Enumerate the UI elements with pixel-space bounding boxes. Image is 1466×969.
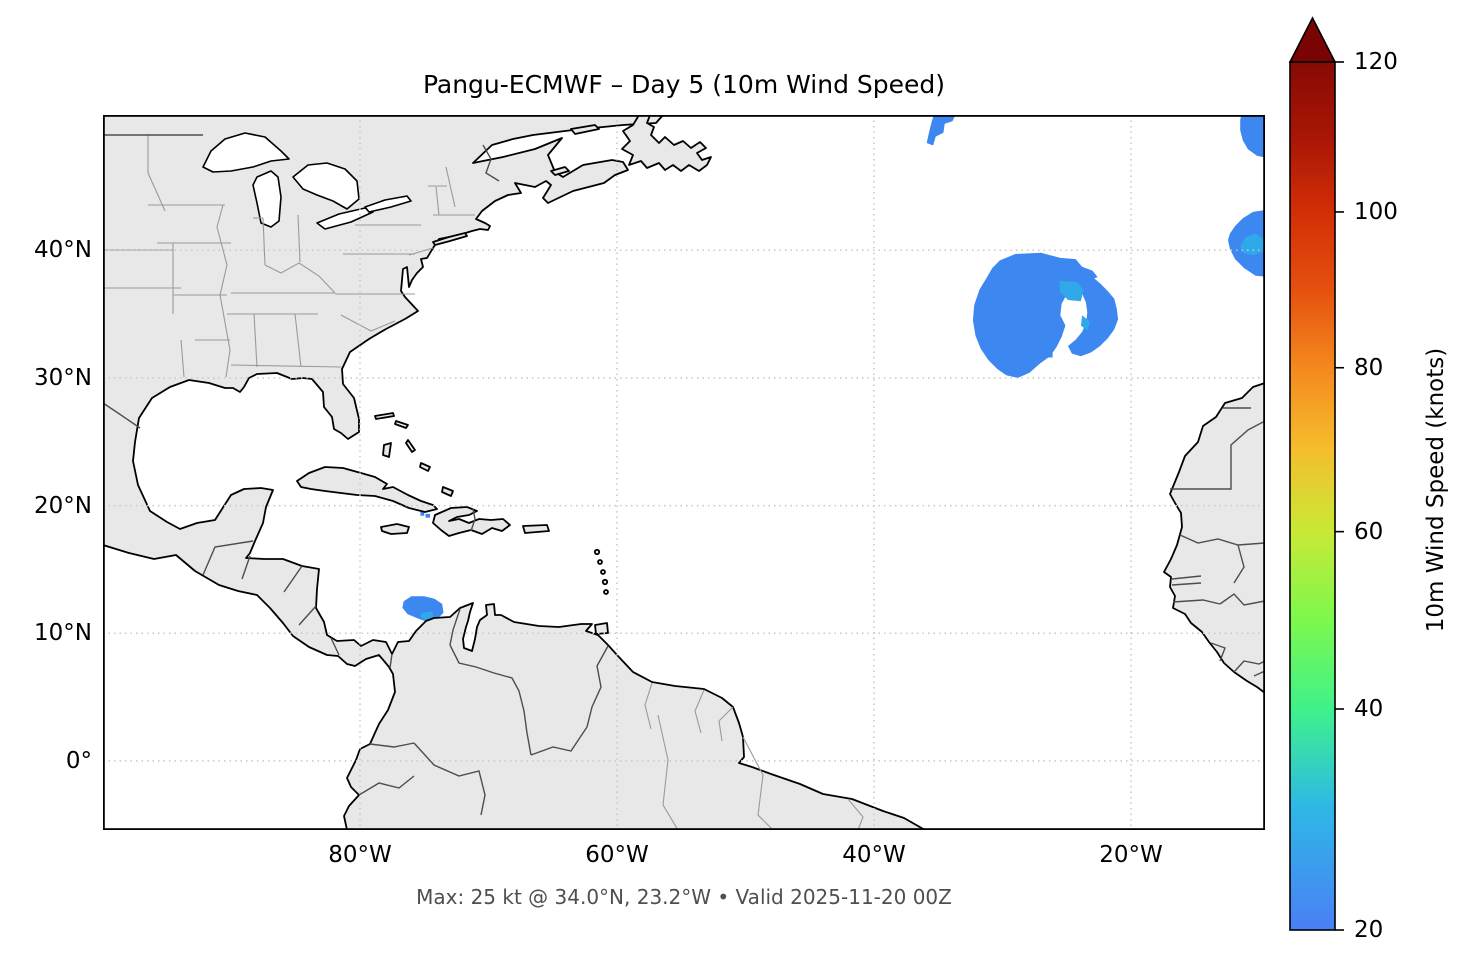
y-tick-label: 40°N (34, 237, 92, 264)
bahamas-island (374, 412, 395, 420)
y-tick-label: 20°N (34, 492, 92, 519)
colorbar-tick-label: 60 (1354, 518, 1384, 545)
lesser-antilles-island (597, 559, 603, 565)
land-layer (103, 115, 1265, 830)
lake-ontario (364, 195, 412, 213)
americas-landmass (103, 115, 926, 830)
bahamas-island (382, 442, 392, 458)
hispaniola-island (432, 506, 511, 537)
y-tick-label: 30°N (34, 364, 92, 391)
y-tick-label: 0° (65, 747, 92, 774)
lake-huron (292, 162, 360, 210)
map-axes (103, 115, 1265, 830)
colorbar (1288, 16, 1344, 931)
x-tick-label: 60°W (585, 842, 649, 868)
lake-superior (202, 132, 290, 173)
lake-erie (316, 207, 374, 230)
y-tick-label: 10°N (34, 620, 92, 647)
wind-patch-hispaniola-pixel-2 (425, 513, 430, 518)
lake-michigan (252, 170, 282, 228)
lesser-antilles-island (600, 569, 606, 575)
colorbar-tick-label: 80 (1354, 354, 1384, 381)
colorbar-tick-label: 20 (1354, 917, 1384, 943)
wind-patch-iberia-coast-core (1240, 233, 1264, 256)
bahamas-island (394, 420, 409, 429)
wind-patch-central-atlantic-patch-arm (1068, 271, 1119, 357)
state-borders (103, 135, 864, 830)
long-island (432, 232, 468, 246)
bahamas-island (405, 439, 416, 453)
x-tick-label: 80°W (328, 842, 392, 868)
trinidad-island (594, 622, 609, 635)
map-canvas (103, 115, 1265, 830)
axes-frame (103, 115, 1265, 830)
figure-caption: Max: 25 kt @ 34.0°N, 23.2°W • Valid 2025… (416, 885, 952, 909)
wind-patch-north-atlantic-edge-patch (926, 115, 956, 146)
lesser-antilles-island (593, 548, 601, 556)
anticosti-island (570, 124, 600, 135)
jamaica-island (380, 523, 410, 535)
wind-speed-layer (402, 115, 1265, 622)
prince-edward-island (550, 166, 570, 176)
colorbar-bar (1289, 61, 1336, 931)
bahamas-island (419, 462, 431, 472)
wind-patch-central-atlantic-core-north (1059, 280, 1084, 302)
colorbar-axis-label: 10m Wind Speed (knots) (1423, 347, 1449, 633)
wind-patch-venezuela-coast-core (420, 611, 435, 620)
wind-patch-central-atlantic-patch-main (972, 252, 1098, 378)
colorbar-tick-label: 120 (1354, 49, 1398, 75)
puerto-rico-island (522, 524, 550, 534)
colorbar-tick-marks (1335, 61, 1344, 931)
lesser-antilles-island (601, 578, 609, 586)
wind-patch-hispaniola-pixel-1 (420, 512, 425, 516)
wind-patch-central-atlantic-patch-strip (1047, 329, 1053, 358)
wind-patch-central-atlantic-core-arm (1080, 315, 1090, 331)
lesser-antilles-island (603, 589, 609, 595)
x-tick-label: 40°W (842, 842, 906, 868)
bahamas-island (441, 486, 454, 497)
wind-patch-biscay-corner-patch (1240, 115, 1265, 158)
newfoundland-island (621, 115, 712, 172)
islands-layer (296, 115, 712, 635)
africa-landmass (1163, 382, 1265, 694)
plot-title: Pangu-ECMWF – Day 5 (10m Wind Speed) (422, 70, 946, 99)
x-tick-label: 20°W (1099, 842, 1163, 868)
gridlines (103, 115, 1265, 830)
great-lakes (202, 132, 412, 230)
colorbar-tick-label: 40 (1354, 695, 1384, 722)
country-borders (103, 134, 1265, 816)
colorbar-extend-arrow (1288, 16, 1337, 63)
colorbar-tick-label: 100 (1354, 198, 1398, 225)
